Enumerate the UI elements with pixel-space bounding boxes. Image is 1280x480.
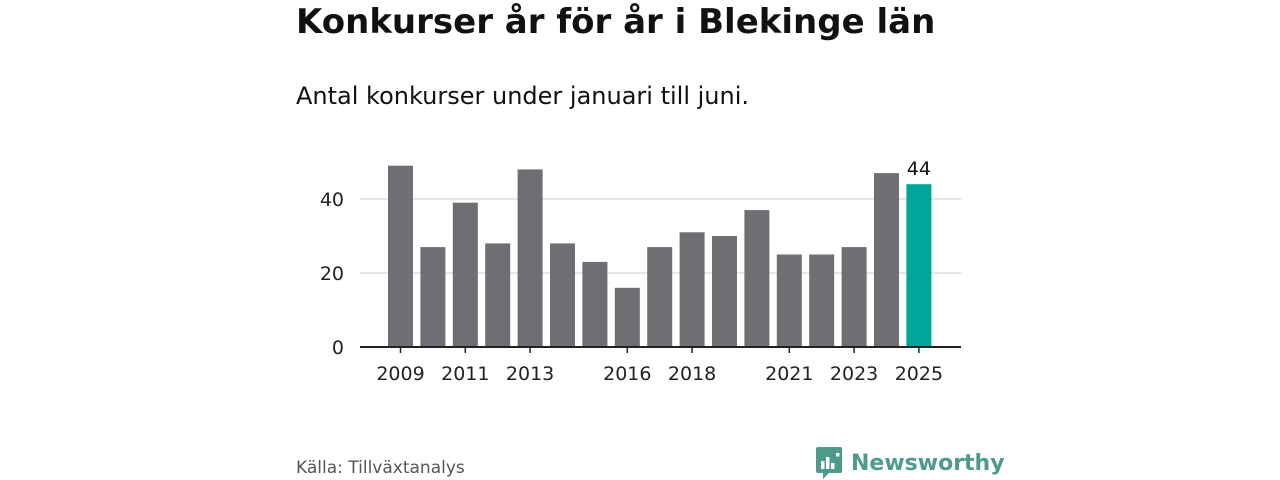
x-tick-label-2023: 2023 xyxy=(830,363,878,385)
bar-2022 xyxy=(809,254,835,347)
bar-2013 xyxy=(517,169,543,347)
bar-2023 xyxy=(841,247,867,347)
bar-2009 xyxy=(388,165,413,347)
x-tick-label-2016: 2016 xyxy=(603,363,651,385)
bar-2021 xyxy=(776,254,802,347)
bar-layer xyxy=(388,165,932,347)
axis-layer xyxy=(360,346,961,353)
bar-2018 xyxy=(679,232,705,347)
source-note: Källa: Tillväxtanalys xyxy=(296,458,465,478)
bar-2011 xyxy=(452,202,478,347)
chart-title: Konkurser år för år i Blekinge län xyxy=(296,2,936,42)
bar-chart: 0 20 40 2009 2011 2013 2016 2018 2021 2023 2025 44 xyxy=(320,158,961,385)
bar-2025 xyxy=(906,184,932,347)
bar-2012 xyxy=(485,243,511,347)
x-tick-label-2013: 2013 xyxy=(506,363,554,385)
bar-2014 xyxy=(550,243,575,347)
bar-2010 xyxy=(420,247,446,347)
y-tick-label-40: 40 xyxy=(320,189,344,211)
x-tick-label-2021: 2021 xyxy=(765,363,813,385)
x-tick-label-2011: 2011 xyxy=(441,363,489,385)
x-tick-label-2009: 2009 xyxy=(376,363,424,385)
brand-name: Newsworthy xyxy=(851,450,1005,476)
x-tick-label-2018: 2018 xyxy=(668,363,716,385)
bar-2020 xyxy=(744,210,770,347)
label-layer: 0 20 40 2009 2011 2013 2016 2018 2021 2023 2025 44 xyxy=(320,158,943,385)
bar-2016 xyxy=(614,287,640,347)
x-tick-label-2025: 2025 xyxy=(895,363,943,385)
chart-subtitle: Antal konkurser under januari till juni. xyxy=(296,82,749,110)
brand-logo: Newsworthy xyxy=(815,446,1005,480)
y-tick-label-20: 20 xyxy=(320,263,344,285)
data-label-2025: 44 xyxy=(907,158,931,180)
bar-2017 xyxy=(647,247,673,347)
bar-2024 xyxy=(874,173,899,347)
bar-2015 xyxy=(582,261,608,347)
y-tick-label-0: 0 xyxy=(332,337,344,359)
bar-2019 xyxy=(712,236,737,347)
bar-chart-logo-icon xyxy=(816,447,842,479)
